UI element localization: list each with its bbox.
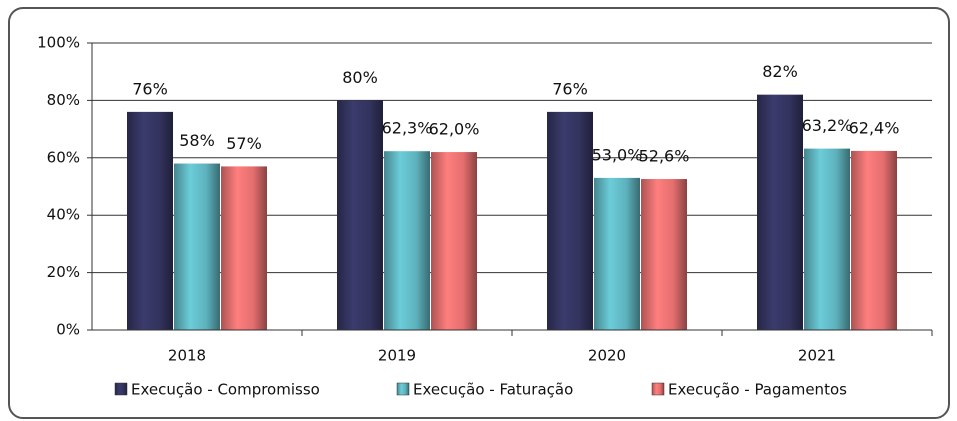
value-label: 58% (179, 131, 215, 150)
x-tick-label: 2020 (588, 347, 626, 365)
bar (127, 111, 173, 330)
x-tick-label: 2019 (378, 347, 416, 365)
x-tick-label: 2021 (798, 347, 836, 365)
bar (174, 163, 220, 330)
x-tick-label: 2018 (168, 347, 206, 365)
y-tick-label: 100% (37, 34, 80, 52)
y-tick-label: 80% (47, 91, 80, 109)
value-label: 76% (132, 79, 168, 98)
value-label: 52,6% (639, 147, 690, 166)
value-label: 80% (342, 68, 378, 87)
bar (431, 152, 477, 330)
legend-swatch (651, 382, 665, 396)
value-label: 62,4% (849, 118, 900, 137)
value-label: 76% (552, 79, 588, 98)
bar (384, 151, 430, 330)
legend-swatch (114, 382, 128, 396)
legend-swatch (396, 382, 410, 396)
y-tick-label: 60% (47, 148, 80, 166)
value-label: 57% (226, 134, 262, 153)
bar (221, 166, 267, 330)
bar (851, 150, 897, 330)
value-label: 53,0% (592, 145, 643, 164)
y-tick-label: 0% (56, 321, 80, 339)
y-tick-label: 40% (47, 206, 80, 224)
bar (757, 94, 803, 330)
bar (804, 148, 850, 330)
value-label: 63,2% (802, 116, 853, 135)
bar (547, 111, 593, 330)
legend-label: Execução - Faturação (413, 381, 573, 399)
bar (337, 100, 383, 331)
value-label: 62,3% (382, 119, 433, 138)
value-label: 82% (762, 62, 798, 81)
bar (594, 177, 640, 330)
legend-label: Execução - Pagamentos (668, 381, 847, 399)
legend-label: Execução - Compromisso (131, 381, 320, 399)
y-tick-label: 20% (47, 263, 80, 281)
value-label: 62,0% (429, 120, 480, 139)
bar (641, 179, 687, 330)
